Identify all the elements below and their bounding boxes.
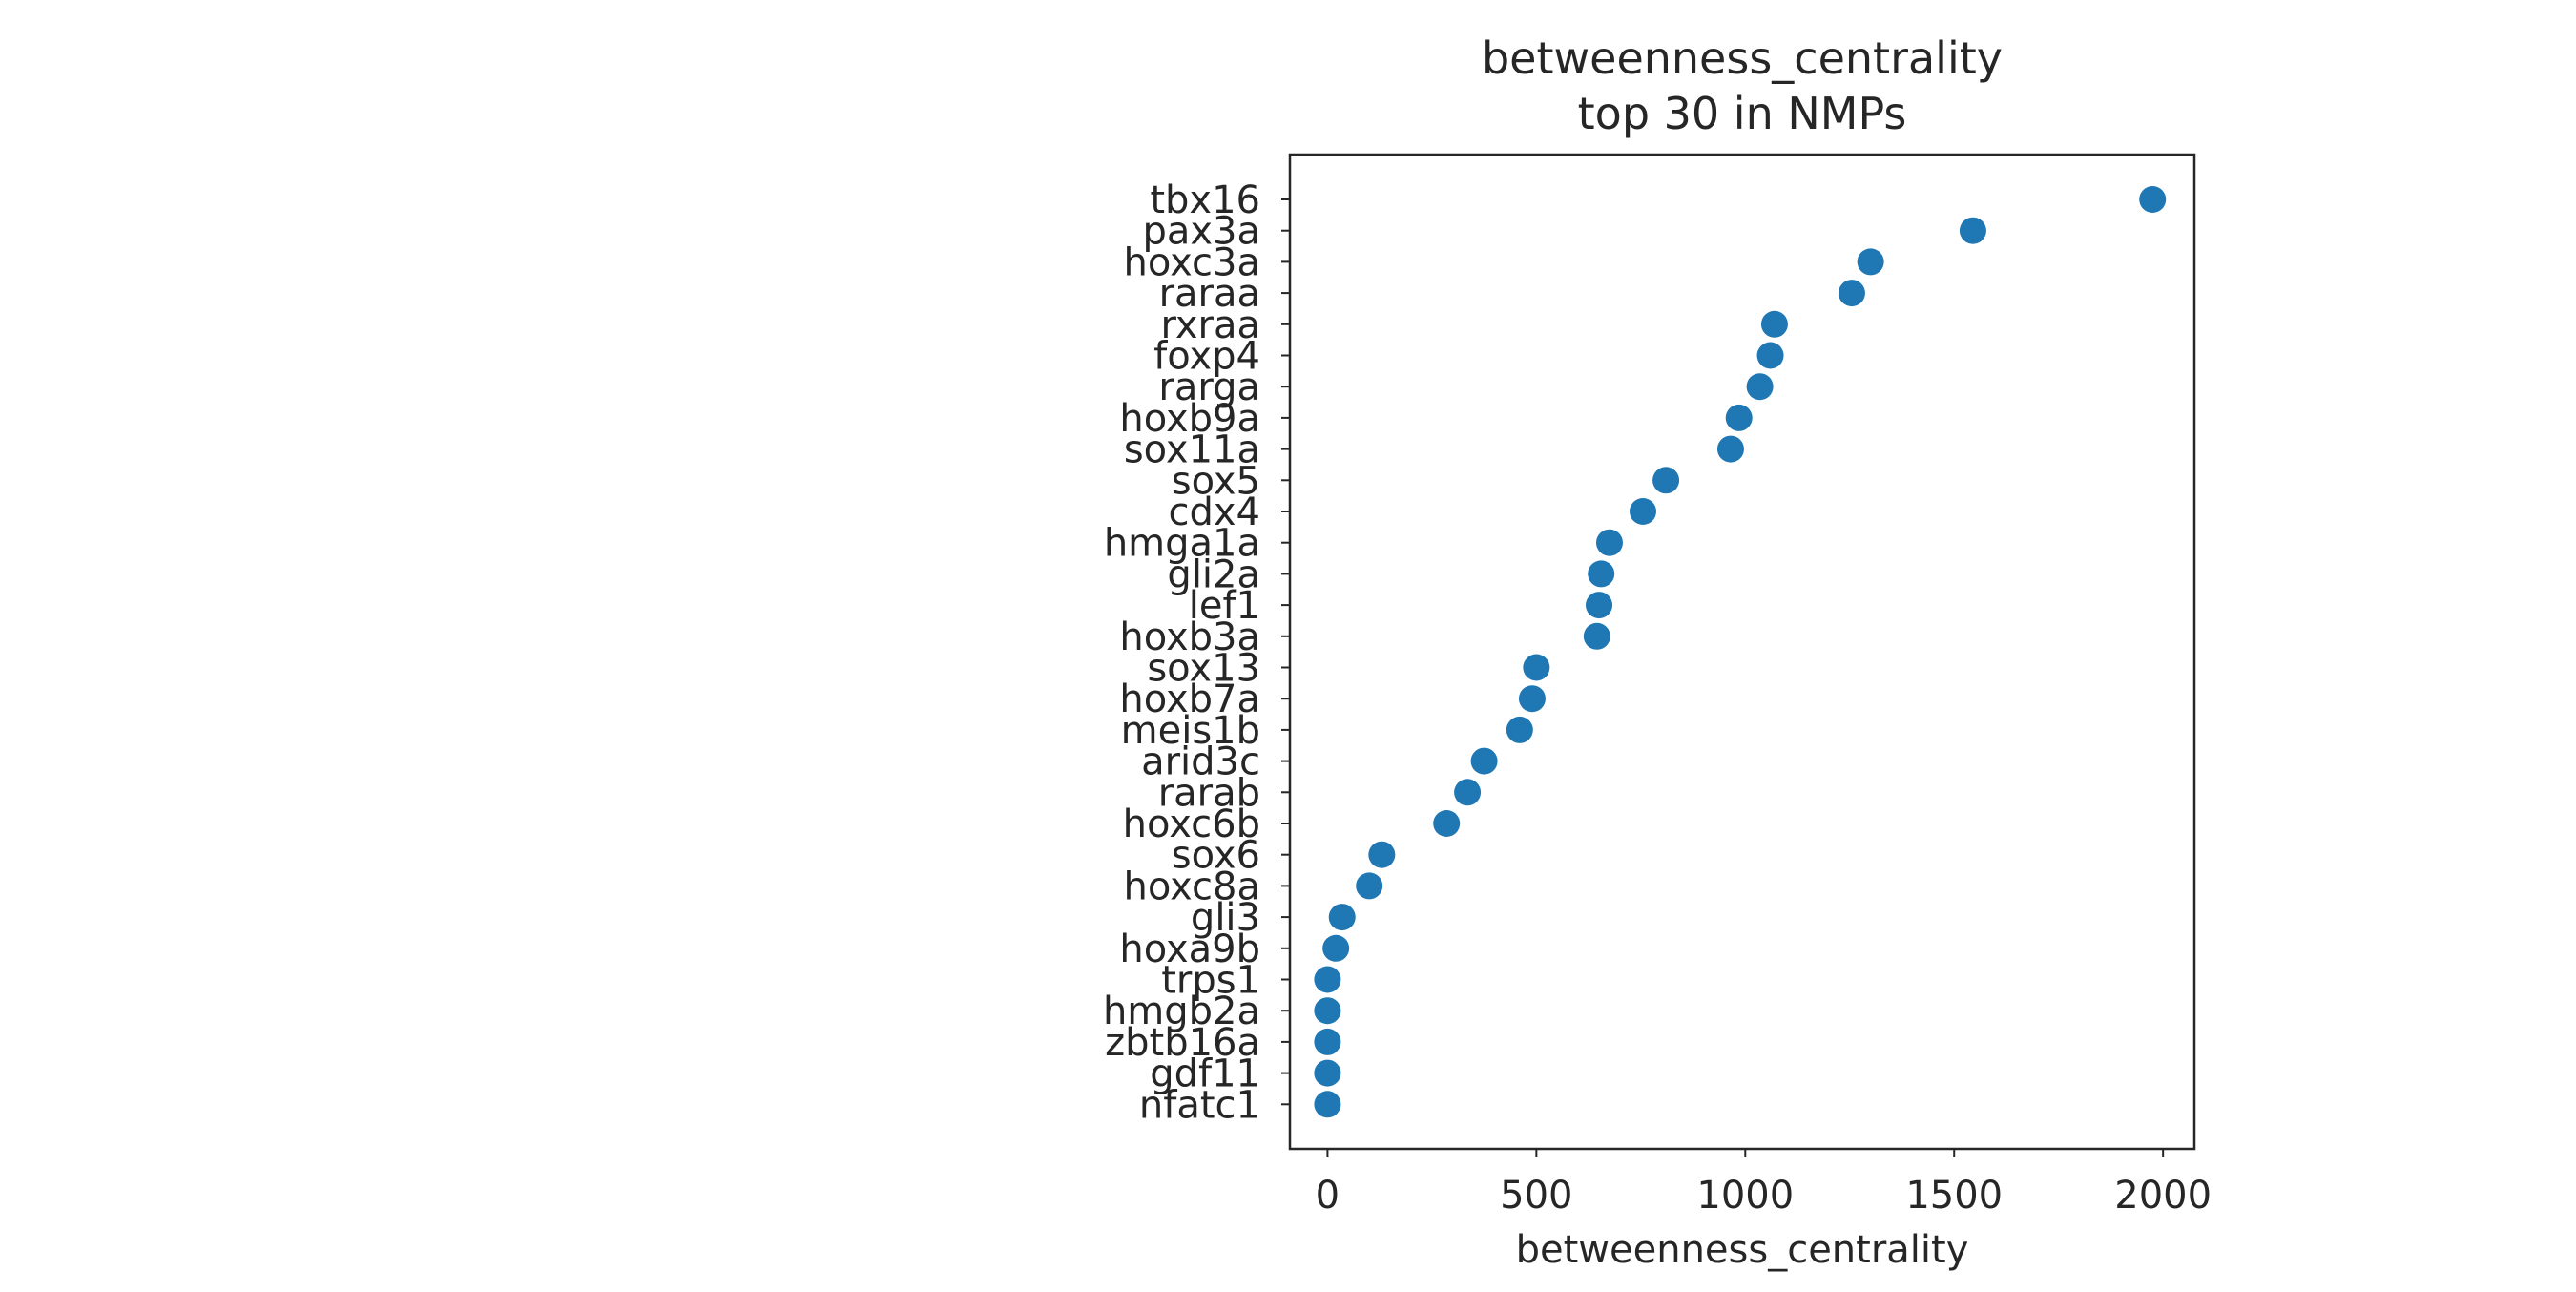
x-ticks: 0 500 1000 1500 2000	[1316, 1149, 2212, 1218]
y-tick-label: hoxa9b	[1119, 927, 1260, 971]
y-tick-label: hmga1a	[1104, 522, 1260, 566]
data-point-gli2a	[1588, 560, 1615, 588]
data-point-cdx4	[1630, 498, 1657, 525]
y-tick-label: hoxc6b	[1123, 802, 1260, 846]
y-tick-label: rarab	[1158, 771, 1260, 815]
y-tick-label: trps1	[1161, 959, 1260, 1003]
y-tick-label: sox13	[1147, 647, 1260, 691]
y-tick-label: tbx16	[1150, 178, 1260, 222]
chart-title-line: betweenness_centrality	[1482, 32, 2003, 84]
x-tick-label: 500	[1500, 1174, 1572, 1218]
data-point-zbtb16a	[1314, 1028, 1341, 1055]
data-point-gli3	[1328, 904, 1356, 931]
data-point-raraa	[1838, 280, 1865, 307]
data-point-trps1	[1314, 966, 1341, 993]
x-tick-label: 2000	[2114, 1174, 2212, 1218]
y-tick-label: sox5	[1172, 459, 1260, 503]
data-point-hoxc8a	[1356, 872, 1383, 900]
y-ticks	[1281, 198, 1290, 1106]
y-tick-label: sox11a	[1124, 428, 1260, 472]
y-tick-label: hoxc8a	[1123, 865, 1260, 908]
x-axis-label: betweenness_centrality	[1516, 1228, 1969, 1272]
data-point-arid3c	[1470, 747, 1498, 775]
data-point-hoxb7a	[1518, 685, 1546, 713]
y-tick-label: raraa	[1159, 272, 1260, 316]
chart-title-line: top 30 in NMPs	[1578, 88, 1907, 139]
data-point-foxp4	[1756, 342, 1784, 369]
data-point-sox6	[1368, 841, 1396, 868]
y-tick-label: rxraa	[1160, 303, 1260, 347]
y-tick-label: hoxb7a	[1119, 677, 1260, 721]
y-tick-label: lef1	[1189, 584, 1260, 628]
data-point-hoxc3a	[1857, 248, 1884, 276]
x-tick-label: 1500	[1905, 1174, 2003, 1218]
data-point-nfatc1	[1314, 1091, 1341, 1118]
y-tick-label: gli3	[1191, 896, 1260, 940]
chart-title: betweenness_centrality top 30 in NMPs	[1482, 32, 2003, 139]
data-point-sox13	[1523, 654, 1550, 681]
data-point-pax3a	[1959, 217, 1986, 244]
data-point-meis1b	[1506, 716, 1533, 743]
y-tick-label: rarga	[1158, 365, 1260, 409]
plot-frame	[1288, 153, 2196, 1151]
x-tick-label: 1000	[1696, 1174, 1794, 1218]
y-tick-label: hoxc3a	[1123, 240, 1260, 284]
y-tick-label: hmgb2a	[1103, 990, 1260, 1033]
y-tick-label: nfatc1	[1139, 1083, 1260, 1127]
y-tick-label: cdx4	[1168, 490, 1260, 534]
y-tick-labels: tbx16pax3ahoxc3araraarxraafoxp4rargahoxb…	[1103, 178, 1260, 1127]
data-point-sox11a	[1716, 435, 1744, 463]
x-tick-label: 0	[1316, 1174, 1340, 1218]
y-tick-label: hoxb9a	[1119, 397, 1260, 441]
y-tick-label: sox6	[1172, 834, 1260, 878]
data-point-tbx16	[2139, 186, 2167, 213]
y-tick-label: foxp4	[1153, 335, 1260, 379]
data-point-hmgb2a	[1314, 997, 1341, 1025]
y-tick-label: gdf11	[1150, 1052, 1260, 1096]
data-point-rarga	[1746, 373, 1774, 401]
data-point-rxraa	[1760, 310, 1788, 338]
y-tick-label: pax3a	[1142, 210, 1260, 254]
data-point-hoxb9a	[1725, 404, 1753, 431]
data-point-rarab	[1454, 779, 1482, 806]
data-point-gdf11	[1314, 1059, 1341, 1087]
data-point-hoxa9b	[1322, 934, 1350, 962]
data-point-hmga1a	[1595, 529, 1623, 556]
data-points	[1314, 186, 2167, 1118]
data-point-hoxc6b	[1433, 810, 1461, 837]
y-tick-label: gli2a	[1167, 552, 1260, 596]
y-tick-label: meis1b	[1121, 709, 1260, 753]
y-tick-label: hoxb3a	[1119, 615, 1260, 659]
data-point-lef1	[1586, 592, 1613, 619]
data-point-hoxb3a	[1583, 622, 1610, 650]
y-tick-label: zbtb16a	[1105, 1021, 1260, 1065]
data-point-sox5	[1652, 467, 1680, 494]
y-tick-label: arid3c	[1141, 740, 1260, 784]
